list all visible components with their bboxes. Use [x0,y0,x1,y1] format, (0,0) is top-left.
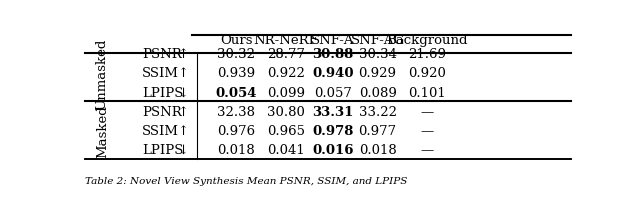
Text: 0.018: 0.018 [218,144,255,157]
Text: 0.101: 0.101 [408,87,446,100]
Text: —: — [420,144,434,157]
Text: ↑: ↑ [177,106,188,119]
Text: ↑: ↑ [177,125,188,138]
Text: SNF-A: SNF-A [311,34,355,47]
Text: ↑: ↑ [177,68,188,80]
Text: 0.016: 0.016 [312,144,354,157]
Text: 0.018: 0.018 [359,144,396,157]
Text: 32.38: 32.38 [217,106,255,119]
Text: 30.80: 30.80 [267,106,305,119]
Text: 33.22: 33.22 [358,106,397,119]
Text: PSNR: PSNR [142,48,182,61]
Text: 0.939: 0.939 [217,68,255,80]
Text: —: — [420,106,434,119]
Text: LPIPS: LPIPS [142,144,184,157]
Text: ↑: ↑ [177,48,188,61]
Text: 30.88: 30.88 [312,48,353,61]
Text: 0.920: 0.920 [408,68,446,80]
Text: 0.977: 0.977 [358,125,397,138]
Text: 21.69: 21.69 [408,48,446,61]
Text: 0.922: 0.922 [267,68,305,80]
Text: —: — [420,125,434,138]
Text: 0.089: 0.089 [358,87,397,100]
Text: Masked: Masked [96,105,109,158]
Text: 0.978: 0.978 [312,125,354,138]
Text: Table 2: Novel View Synthesis Mean PSNR, SSIM, and LPIPS: Table 2: Novel View Synthesis Mean PSNR,… [85,177,407,186]
Text: SNF-AG: SNF-AG [351,34,404,47]
Text: NR-NeRF: NR-NeRF [253,34,318,47]
Text: 0.057: 0.057 [314,87,352,100]
Text: ↓: ↓ [177,87,188,100]
Text: 28.77: 28.77 [267,48,305,61]
Text: 30.32: 30.32 [217,48,255,61]
Text: 0.965: 0.965 [267,125,305,138]
Text: 33.31: 33.31 [312,106,354,119]
Text: Background: Background [387,34,468,47]
Text: 0.976: 0.976 [217,125,255,138]
Text: Unmasked: Unmasked [96,38,109,110]
Text: 30.34: 30.34 [358,48,397,61]
Text: 0.041: 0.041 [267,144,305,157]
Text: SSIM: SSIM [142,68,179,80]
Text: SSIM: SSIM [142,125,179,138]
Text: ↓: ↓ [177,144,188,157]
Text: 0.054: 0.054 [216,87,257,100]
Text: 0.929: 0.929 [358,68,397,80]
Text: Ours: Ours [220,34,253,47]
Text: 0.940: 0.940 [312,68,354,80]
Text: LPIPS: LPIPS [142,87,184,100]
Text: 0.099: 0.099 [267,87,305,100]
Text: PSNR: PSNR [142,106,182,119]
